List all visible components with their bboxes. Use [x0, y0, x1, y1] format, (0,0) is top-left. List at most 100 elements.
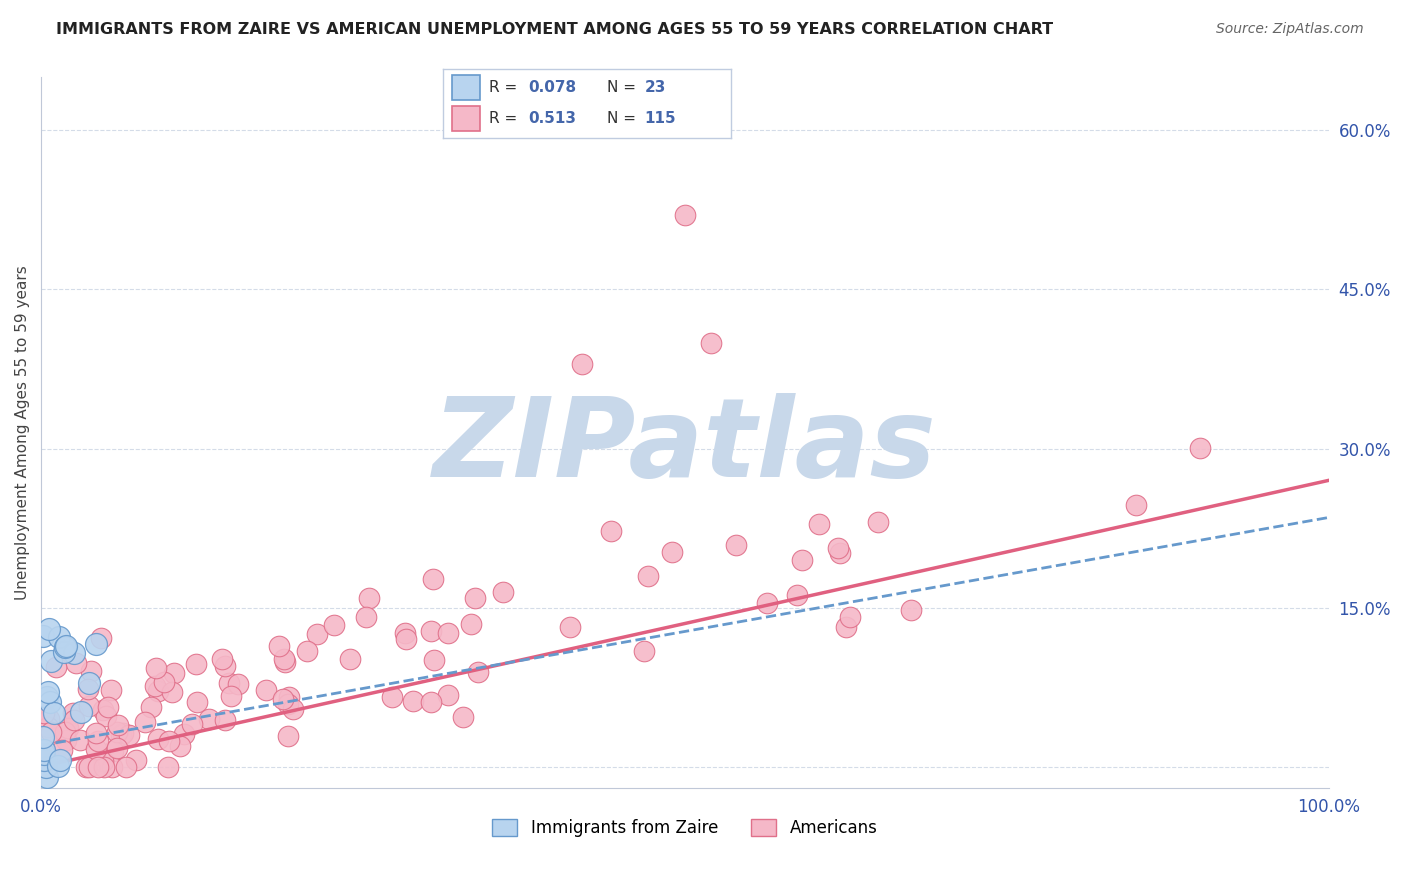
Point [38, 712, 60, 726]
Point [134, 714, 156, 729]
Point [226, 677, 249, 691]
Point [460, 617, 482, 632]
Point [38, 622, 60, 636]
Point [420, 695, 443, 709]
Point [48, 630, 70, 644]
Point [725, 538, 748, 552]
Text: N =: N = [607, 80, 641, 95]
Text: 115: 115 [644, 112, 676, 127]
Text: 0.513: 0.513 [527, 112, 576, 127]
FancyBboxPatch shape [451, 75, 481, 100]
Point [46, 759, 69, 773]
Point [69, 705, 91, 719]
Point [87, 734, 110, 748]
Point [214, 713, 236, 727]
Point [63, 646, 86, 660]
Point [32, 730, 55, 744]
Point [101, 759, 124, 773]
Point [394, 626, 416, 640]
Point [37, 721, 59, 735]
Point [673, 208, 696, 222]
Point [792, 553, 814, 567]
Point [84, 742, 107, 756]
Point [34, 743, 56, 757]
Text: IMMIGRANTS FROM ZAIRE VS AMERICAN UNEMPLOYMENT AMONG AGES 55 TO 59 YEARS CORRELA: IMMIGRANTS FROM ZAIRE VS AMERICAN UNEMPL… [56, 22, 1053, 37]
Point [41, 655, 63, 669]
Point [93, 759, 115, 773]
Point [91, 754, 114, 768]
Point [100, 683, 122, 698]
Point [65, 657, 87, 671]
Point [35, 770, 58, 784]
Point [839, 610, 862, 624]
Point [77, 699, 100, 714]
Point [145, 661, 167, 675]
Point [124, 753, 146, 767]
Point [835, 620, 858, 634]
Point [274, 655, 297, 669]
Point [153, 674, 176, 689]
Point [633, 643, 655, 657]
Point [437, 688, 460, 702]
Point [422, 572, 444, 586]
Point [37, 690, 59, 704]
Point [339, 652, 361, 666]
Point [637, 569, 659, 583]
Point [827, 541, 849, 555]
Point [39, 725, 62, 739]
Point [828, 546, 851, 560]
Text: R =: R = [489, 80, 522, 95]
Point [273, 691, 295, 706]
Point [600, 524, 623, 539]
Point [44, 706, 66, 720]
Point [277, 729, 299, 743]
Point [32, 747, 55, 761]
Point [91, 703, 114, 717]
Point [101, 744, 124, 758]
Point [395, 632, 418, 647]
Legend: Immigrants from Zaire, Americans: Immigrants from Zaire, Americans [485, 812, 884, 844]
Point [423, 653, 446, 667]
Point [31, 629, 53, 643]
Text: 0.078: 0.078 [527, 80, 576, 95]
Point [51, 743, 73, 757]
Point [571, 357, 593, 371]
Point [277, 697, 299, 711]
Point [62, 706, 84, 720]
Point [32, 753, 55, 767]
Point [211, 652, 233, 666]
Point [53, 725, 76, 739]
Point [162, 666, 184, 681]
Point [359, 591, 381, 606]
Point [148, 683, 170, 698]
Point [31, 759, 53, 773]
Point [86, 637, 108, 651]
Point [63, 713, 86, 727]
Point [186, 695, 208, 709]
Point [273, 652, 295, 666]
Point [77, 759, 100, 773]
Point [157, 759, 180, 773]
Point [49, 753, 72, 767]
Point [105, 741, 128, 756]
Point [90, 631, 112, 645]
Point [159, 734, 181, 748]
Text: Source: ZipAtlas.com: Source: ZipAtlas.com [1216, 22, 1364, 37]
Point [297, 644, 319, 658]
Point [111, 725, 134, 739]
Point [77, 675, 100, 690]
Point [354, 610, 377, 624]
Text: 23: 23 [644, 80, 666, 95]
Point [173, 727, 195, 741]
Text: N =: N = [607, 112, 641, 127]
Point [323, 618, 346, 632]
Point [110, 728, 132, 742]
Point [219, 689, 242, 703]
Point [180, 717, 202, 731]
Point [86, 759, 108, 773]
Point [32, 706, 55, 721]
Point [755, 597, 778, 611]
Point [86, 726, 108, 740]
Point [77, 681, 100, 696]
Point [94, 708, 117, 723]
